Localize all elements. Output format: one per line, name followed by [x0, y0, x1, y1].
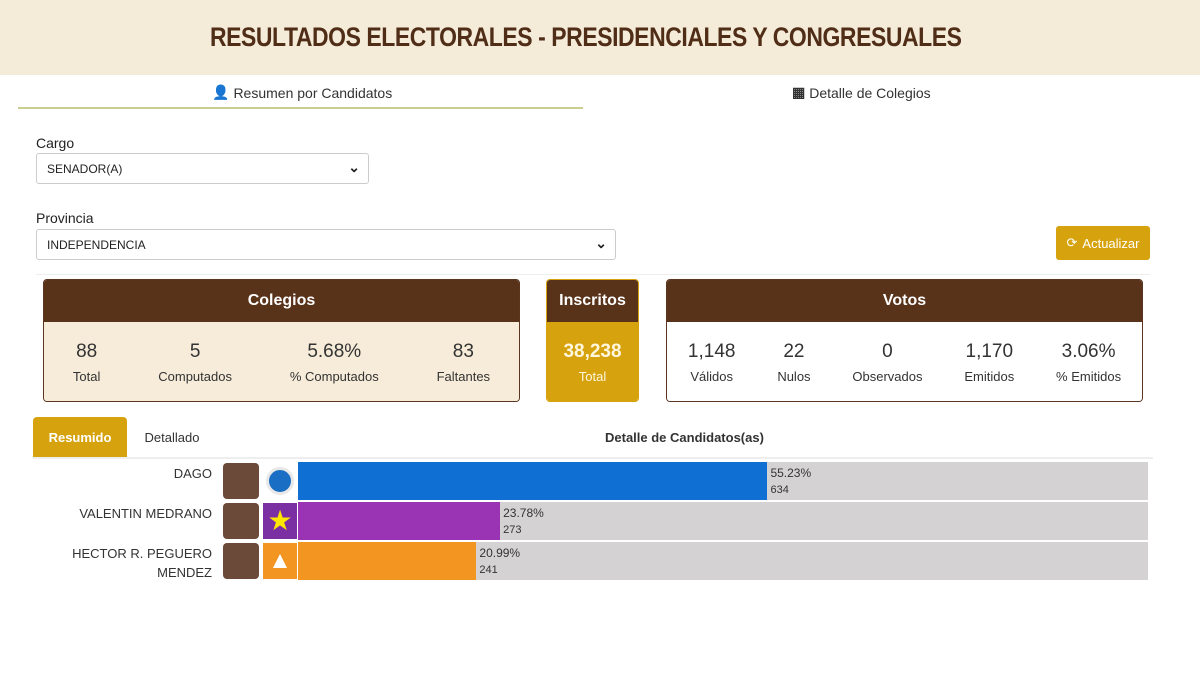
candidate-name: HECTOR R. PEGUERO MENDEZ — [72, 546, 212, 580]
tab-resumen-candidatos[interactable]: 👤 Resumen por Candidatos — [212, 84, 392, 101]
candidate-photo — [223, 543, 259, 579]
colegios-title: Colegios — [44, 280, 519, 322]
inscritos-panel: Inscritos 38,238 Total — [546, 279, 639, 402]
cargo-select[interactable]: SENADOR(A) ⌄ — [36, 153, 369, 184]
detalle-candidatos-title: Detalle de Candidatos(as) — [605, 430, 764, 445]
candidate-percent: 23.78% — [503, 506, 544, 520]
candidate-votes: 273 — [503, 524, 522, 536]
building-icon: ▦ — [792, 84, 806, 100]
colegios-panel: Colegios 88 Total 5 Computados 5.68%% Comp… — [43, 279, 520, 402]
votos-observados: 0 Observados — [852, 341, 923, 384]
chevron-down-icon: ⌄ — [348, 159, 360, 175]
candidate-votes: 634 — [770, 484, 789, 496]
user-icon: 👤 — [212, 84, 230, 100]
provincia-value: INDEPENDENCIA — [47, 238, 146, 252]
candidate-photo — [223, 503, 259, 539]
colegios-computados: 5 Computados — [158, 341, 232, 384]
votos-emitidos: 1,170 Emitidos — [964, 341, 1015, 384]
vote-bar-track: 20.99% 241 — [298, 542, 1148, 580]
votos-validos: 1,148 Válidos — [687, 341, 736, 384]
vote-bar-track: 55.23% 634 — [298, 462, 1148, 500]
candidate-name: DAGO — [173, 466, 212, 481]
divider — [33, 457, 1153, 459]
candidate-row: HECTOR R. PEGUERO MENDEZ ▲ 20.99% 241 — [0, 542, 1200, 580]
colegios-pct-computados: 5.68%% Computados — [289, 341, 379, 384]
tab-label: Detalle de Colegios — [809, 84, 931, 101]
vote-bar-fill — [298, 462, 768, 500]
candidate-photo — [223, 463, 259, 499]
active-tab-underline — [18, 107, 583, 109]
provincia-select[interactable]: INDEPENDENCIA ⌄ — [36, 229, 616, 260]
provincia-label: Provincia — [36, 210, 94, 226]
vote-bar-fill — [298, 542, 477, 580]
page-title: RESULTADOS ELECTORALES - PRESIDENCIALES … — [210, 22, 962, 52]
colegios-total: 88 Total — [72, 341, 101, 384]
vote-bar-track: 23.78% 273 — [298, 502, 1148, 540]
chevron-down-icon: ⌄ — [595, 235, 607, 251]
votos-panel: Votos 1,148 Válidos 22 Nulos 0 Observados 1… — [666, 279, 1143, 402]
star-logo-icon: ★ — [263, 503, 297, 539]
votos-pct-emitidos: 3.06%% Emitidos — [1056, 341, 1122, 384]
candidate-name: VALENTIN MEDRANO — [79, 506, 212, 521]
tab-detallado[interactable]: Detallado — [144, 429, 200, 445]
refresh-icon: ⟳ — [1066, 235, 1078, 250]
colegios-faltantes: 83 Faltantes — [436, 341, 491, 384]
votos-nulos: 22 Nulos — [777, 341, 811, 384]
candidate-row: VALENTIN MEDRANO ★ 23.78% 273 — [0, 502, 1200, 540]
party-orange-logo-icon: ▲ — [263, 543, 297, 579]
votos-title: Votos — [667, 280, 1142, 322]
actualizar-button[interactable]: ⟳ Actualizar — [1056, 226, 1150, 260]
candidate-percent: 20.99% — [479, 546, 521, 560]
candidate-percent: 55.23% — [770, 466, 812, 480]
header-banner: RESULTADOS ELECTORALES - PRESIDENCIALES … — [0, 0, 1200, 75]
candidate-votes: 241 — [479, 564, 498, 576]
divider — [36, 274, 1150, 275]
inscritos-title: Inscritos — [547, 280, 638, 322]
cargo-value: SENADOR(A) — [47, 162, 123, 176]
tab-label: Resumen por Candidatos — [233, 84, 393, 101]
cargo-label: Cargo — [36, 135, 75, 151]
party-blue-logo-icon — [263, 463, 297, 499]
tab-resumido[interactable]: Resumido — [33, 417, 127, 457]
vote-bar-fill — [298, 502, 501, 540]
tab-detalle-colegios[interactable]: ▦ Detalle de Colegios — [792, 84, 931, 101]
inscritos-total: 38,238 Total — [563, 341, 622, 384]
actualizar-label: Actualizar — [1082, 235, 1140, 251]
candidate-row: DAGO 55.23% 634 — [0, 462, 1200, 500]
